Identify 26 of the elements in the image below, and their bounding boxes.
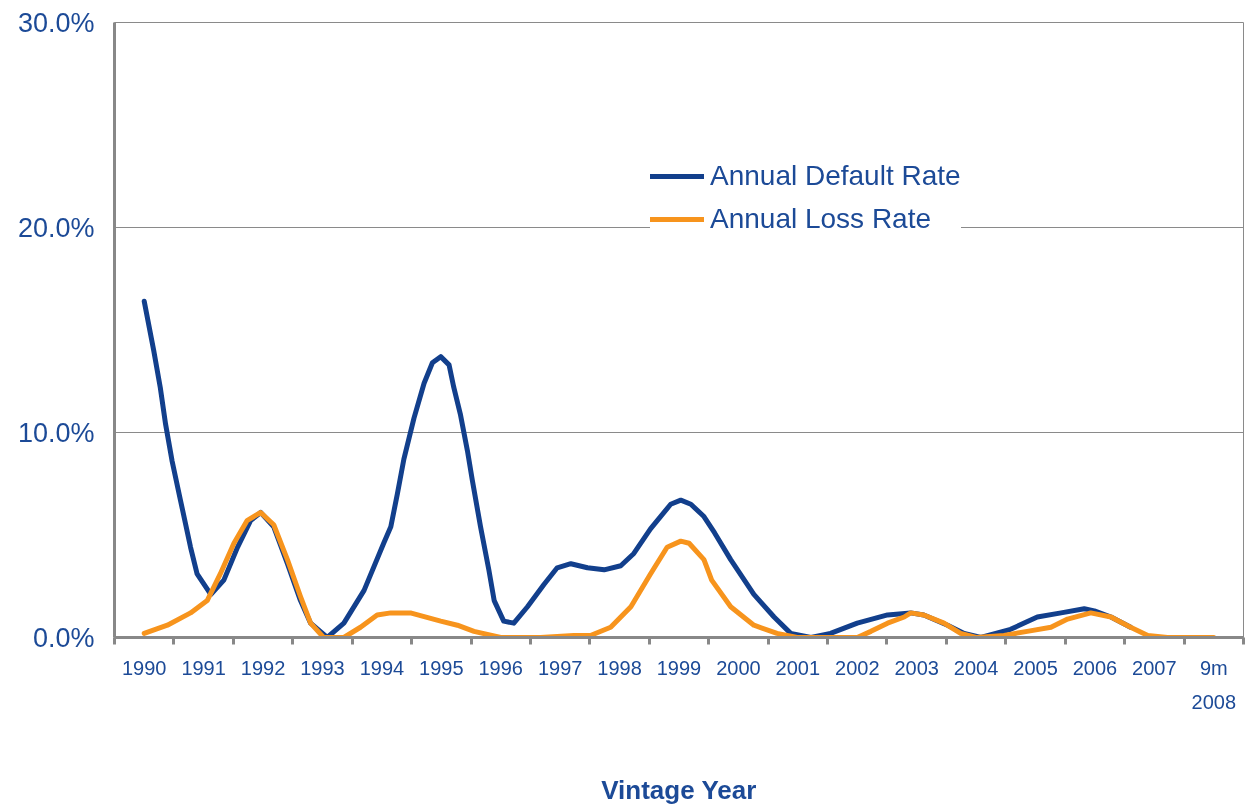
y-tick-label: 20.0% (17, 212, 95, 243)
x-tick-label: 2002 (835, 656, 880, 679)
legend-label: Annual Default Rate (710, 160, 961, 192)
y-tick-label: 30.0% (17, 7, 95, 38)
legend-label: Annual Loss Rate (710, 203, 932, 235)
x-tick-label: 1993 (300, 656, 345, 679)
x-tick-label: 1998 (597, 656, 642, 679)
x-tick-label: 2001 (775, 656, 821, 679)
x-tick-label: 1999 (656, 656, 702, 679)
x-tick-label: 2003 (894, 656, 939, 679)
x-tick-label: 1995 (419, 656, 464, 679)
x-tick-label: 1991 (181, 656, 226, 679)
x-tick-label: 1990 (121, 656, 167, 679)
x-tick-label: 1996 (478, 656, 523, 679)
x-tick-label: 2006 (1072, 656, 1118, 679)
x-axis-title: Vintage Year (601, 774, 757, 805)
x-tick-label: 1992 (240, 656, 286, 679)
y-tick-label: 0.0% (32, 622, 95, 653)
x-tick-label: 9m 2008 (1191, 656, 1237, 713)
x-tick-label: 2007 (1132, 656, 1177, 679)
x-tick-label: 1997 (537, 656, 583, 679)
x-tick-label: 2005 (1013, 656, 1058, 679)
x-tick-label: 2000 (716, 656, 761, 679)
y-tick-label: 10.0% (17, 417, 95, 448)
x-tick-label: 1994 (359, 656, 405, 679)
x-tick-label: 2004 (953, 656, 999, 679)
